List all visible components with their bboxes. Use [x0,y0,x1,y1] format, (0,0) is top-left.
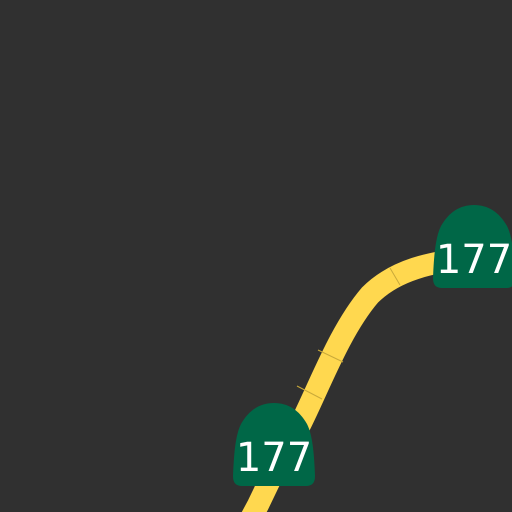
highway-route-177[interactable] [241,246,477,512]
shield-route-number: 177 [236,435,312,481]
road-segment-tick [389,267,401,286]
california-shield-icon [233,403,315,486]
route-shield-177-upper[interactable]: 177 [433,205,512,288]
road-segment-tick [317,349,344,363]
route-shield-177-lower[interactable]: 177 [233,403,315,486]
california-shield-icon [433,205,512,288]
shield-route-number: 177 [436,237,512,283]
road-segment-tick [296,385,323,400]
